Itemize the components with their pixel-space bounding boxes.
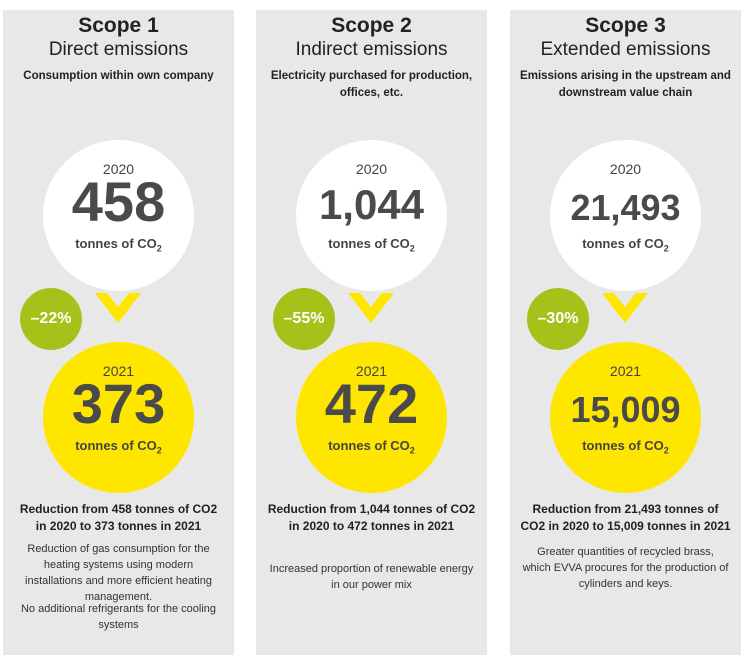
scope-1-panel: Scope 1 Direct emissions Consumption wit… <box>3 10 234 655</box>
unit-subscript: 2 <box>409 445 415 456</box>
change-badge: –30% <box>527 288 589 350</box>
unit-text: tonnes of CO <box>582 438 664 453</box>
circle-2021: 2021 373 tonnes of CO2 <box>43 342 194 493</box>
year-label: 2020 <box>609 161 642 177</box>
unit-subscript: 2 <box>409 243 415 254</box>
chevron-down-icon <box>602 293 648 323</box>
chevron-down-icon <box>95 293 141 323</box>
unit-subscript: 2 <box>156 445 162 456</box>
reduction-summary: Reduction from 458 tonnes of CO2 in 2020… <box>19 502 218 533</box>
emissions-value: 458 <box>71 170 166 233</box>
chevron-down-icon <box>348 293 394 323</box>
year-label: 2021 <box>609 363 642 379</box>
scope-description: Consumption within own company <box>23 70 214 82</box>
reduction-summary: Reduction from 21,493 tonnes of CO2 in 2… <box>520 502 731 533</box>
unit-text: tonnes of CO <box>75 438 157 453</box>
scope-description: Electricity purchased for production, of… <box>270 70 473 99</box>
change-badge: –22% <box>20 288 82 350</box>
unit-label: tonnes of CO2 <box>43 438 194 456</box>
detail-text: No additional refrigerants for the cooli… <box>20 603 217 631</box>
emissions-value: 15,009 <box>570 389 681 430</box>
reduction-summary: Reduction from 1,044 tonnes of CO2 in 20… <box>267 502 476 533</box>
scope-2-panel: Scope 2 Indirect emissions Electricity p… <box>256 10 487 655</box>
emissions-value: 1,044 <box>318 181 425 228</box>
unit-subscript: 2 <box>663 243 669 254</box>
year-label: 2020 <box>355 161 388 177</box>
circle-2021: 2021 472 tonnes of CO2 <box>296 342 447 493</box>
scope-3-panel: Scope 3 Extended emissions Emissions ari… <box>510 10 741 655</box>
detail-text: Increased proportion of renewable energy… <box>269 563 474 591</box>
detail-text: Greater quantities of recycled brass, wh… <box>522 546 729 590</box>
unit-label: tonnes of CO2 <box>550 438 701 456</box>
change-badge: –55% <box>273 288 335 350</box>
circle-2020: 2020 1,044 tonnes of CO2 <box>296 140 447 291</box>
scope-title: Scope 2 <box>331 14 412 37</box>
emissions-value: 373 <box>71 372 166 435</box>
scope-subtitle: Direct emissions <box>48 39 189 60</box>
unit-text: tonnes of CO <box>328 438 410 453</box>
unit-label: tonnes of CO2 <box>43 236 194 254</box>
emissions-value: 21,493 <box>570 187 681 228</box>
year-label: 2021 <box>355 363 388 379</box>
circle-2021: 2021 15,009 tonnes of CO2 <box>550 342 701 493</box>
circle-2020: 2020 458 tonnes of CO2 <box>43 140 194 291</box>
unit-text: tonnes of CO <box>582 236 664 251</box>
scope-description: Emissions arising in the upstream and do… <box>520 70 731 99</box>
emissions-value: 472 <box>324 372 419 435</box>
unit-subscript: 2 <box>663 445 669 456</box>
unit-label: tonnes of CO2 <box>550 236 701 254</box>
year-label: 2021 <box>102 363 135 379</box>
unit-label: tonnes of CO2 <box>296 438 447 456</box>
year-label: 2020 <box>102 161 135 177</box>
unit-label: tonnes of CO2 <box>296 236 447 254</box>
scope-title: Scope 1 <box>78 14 159 37</box>
unit-text: tonnes of CO <box>75 236 157 251</box>
scope-title: Scope 3 <box>585 14 666 37</box>
unit-subscript: 2 <box>156 243 162 254</box>
scope-subtitle: Extended emissions <box>540 39 711 60</box>
circle-2020: 2020 21,493 tonnes of CO2 <box>550 140 701 291</box>
unit-text: tonnes of CO <box>328 236 410 251</box>
scope-subtitle: Indirect emissions <box>295 39 448 60</box>
detail-text: Reduction of gas consumption for the hea… <box>25 543 212 603</box>
